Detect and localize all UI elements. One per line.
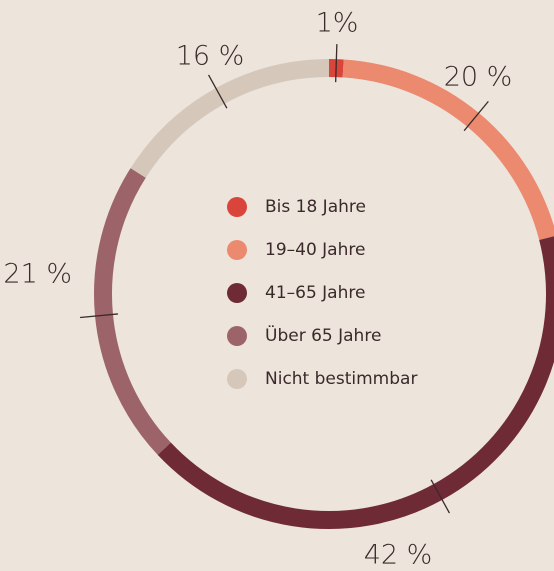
value-label: 20 % bbox=[444, 62, 513, 93]
donut-segment bbox=[342, 59, 554, 241]
legend-label: Nicht bestimmbar bbox=[265, 369, 417, 389]
value-label: 42 % bbox=[364, 540, 433, 571]
donut-segment bbox=[94, 168, 171, 455]
value-label: 1% bbox=[316, 8, 359, 39]
legend-swatch bbox=[227, 197, 247, 217]
leader-line bbox=[80, 313, 119, 319]
legend-swatch bbox=[227, 326, 247, 346]
leader-line bbox=[335, 44, 338, 83]
leader-line bbox=[430, 479, 451, 514]
legend-swatch bbox=[227, 283, 247, 303]
value-label: 16 % bbox=[176, 41, 245, 72]
legend-label: Über 65 Jahre bbox=[265, 324, 381, 346]
value-label: 21 % bbox=[3, 259, 72, 290]
legend-swatch bbox=[227, 369, 247, 389]
donut-segment bbox=[130, 59, 330, 178]
legend-label: Bis 18 Jahre bbox=[265, 197, 366, 217]
leader-line bbox=[207, 74, 228, 109]
legend-label: 41–65 Jahre bbox=[265, 283, 365, 303]
legend-swatch bbox=[227, 240, 247, 260]
legend-label: 19–40 Jahre bbox=[265, 240, 365, 260]
leader-line bbox=[463, 100, 489, 132]
